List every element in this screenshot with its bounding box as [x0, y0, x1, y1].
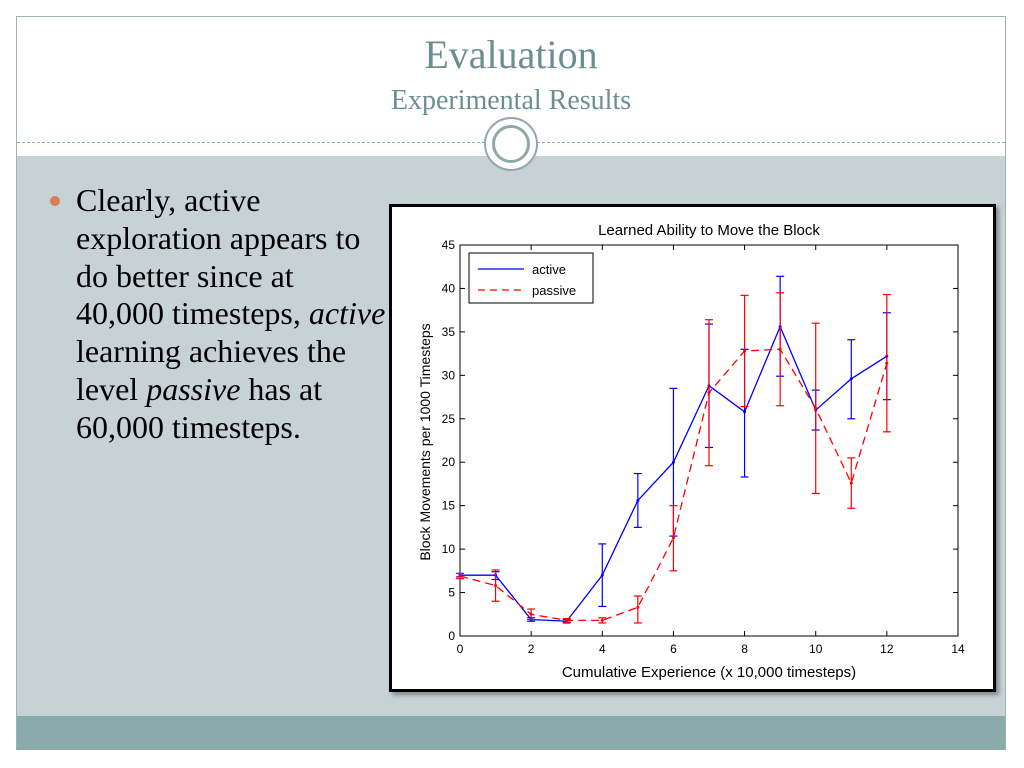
y-tick-label: 40 — [442, 281, 456, 295]
plot-area: 0 2 4 6 8 10 12 14 0 5 10 15 20 25 30 35 40 45 — [442, 238, 965, 656]
bullet-text-part1: Clearly, active exploration appears to d… — [76, 182, 361, 332]
bullet-text: Clearly, active exploration appears to d… — [76, 182, 386, 447]
data-point-passive — [743, 349, 747, 353]
x-tick-label: 14 — [951, 642, 965, 656]
data-point-passive — [671, 536, 675, 540]
y-tick-label: 10 — [442, 542, 456, 556]
y-tick-label: 0 — [448, 629, 455, 643]
x-tick-label: 10 — [809, 642, 823, 656]
chart-svg: Learned Ability to Move the Block Cumula… — [417, 222, 965, 681]
data-point-passive — [529, 612, 533, 616]
bullet-em-active: active — [308, 295, 386, 332]
data-point-active — [671, 460, 675, 464]
x-tick-label: 8 — [741, 642, 748, 656]
slide-title: Evaluation — [424, 32, 598, 77]
data-point-active — [636, 498, 640, 502]
data-point-passive — [636, 605, 640, 609]
data-point-passive — [565, 618, 569, 622]
slide-subtitle: Experimental Results — [390, 85, 632, 116]
y-tick-label: 30 — [442, 368, 456, 382]
data-point-active — [849, 377, 853, 381]
y-tick-label: 5 — [448, 586, 455, 600]
y-tick-label: 20 — [442, 455, 456, 469]
y-tick-label: 15 — [442, 499, 456, 513]
bullet-text-part2: learning achieves the level — [76, 333, 347, 407]
data-point-passive — [600, 618, 604, 622]
data-point-passive — [814, 406, 818, 410]
legend-label-active: active — [532, 262, 566, 277]
data-point-passive — [885, 361, 889, 365]
footer-bar — [17, 716, 1005, 750]
y-tick-label: 25 — [442, 412, 456, 426]
divider-ornament-ring — [492, 125, 530, 163]
data-point-active — [600, 573, 604, 577]
bullet-text-part3: has at 60,000 timesteps. — [76, 370, 323, 445]
chart-ylabel: Block Movements per 1000 Timesteps — [417, 323, 433, 560]
x-tick-label: 2 — [528, 642, 535, 656]
chart-legend: active passive — [468, 252, 594, 304]
x-tick-label: 12 — [880, 642, 894, 656]
chart-container: Learned Ability to Move the Block Cumula… — [389, 204, 996, 692]
data-point-active — [743, 410, 747, 414]
x-tick-label: 4 — [599, 642, 606, 656]
data-point-passive — [849, 481, 853, 485]
data-point-passive — [458, 574, 462, 578]
x-tick-label: 0 — [457, 642, 464, 656]
y-tick-label: 35 — [442, 325, 456, 339]
data-point-passive — [778, 347, 782, 351]
bullet-em-passive: passive — [146, 370, 241, 407]
data-point-passive — [494, 584, 498, 588]
data-point-passive — [707, 391, 711, 395]
divider-ornament — [484, 117, 538, 171]
bullet-dot-icon — [50, 196, 60, 206]
legend-label-passive: passive — [532, 283, 576, 298]
x-tick-label: 6 — [670, 642, 677, 656]
chart-xlabel: Cumulative Experience (x 10,000 timestep… — [562, 664, 856, 681]
legend-box — [468, 252, 594, 304]
chart-title: Learned Ability to Move the Block — [598, 222, 820, 239]
y-tick-label: 45 — [442, 238, 456, 252]
